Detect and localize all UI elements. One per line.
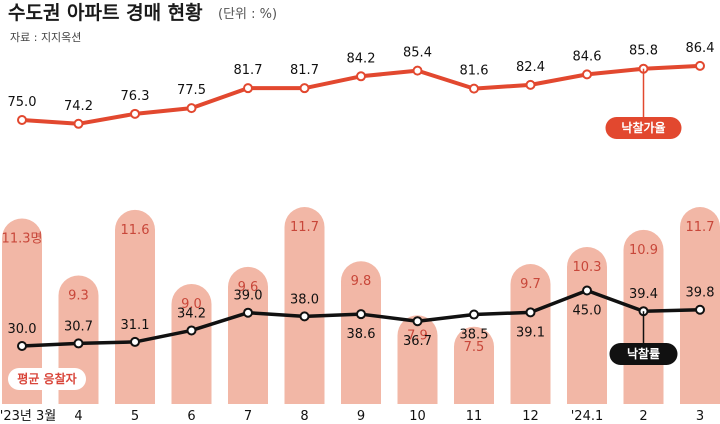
sale-price-point [695, 60, 705, 71]
x-tick-label: 7 [244, 409, 252, 424]
bid-bar-base [454, 350, 494, 404]
bid-bar-label: 11.7 [290, 220, 319, 235]
sale-price-point [186, 103, 197, 114]
sale-rate-label: 34.2 [177, 306, 206, 321]
sale-rate-label: 30.7 [64, 319, 93, 334]
sale-price-point [299, 83, 310, 94]
sale-rate-series: 30.0 30.7 31.1 34.2 39.0 38.0 38.6 36.7 38.5 39.1… [8, 285, 715, 351]
bid-bar-base [341, 285, 381, 404]
sale-price-point [243, 83, 253, 94]
chart-unit: (단위 : %) [218, 7, 277, 22]
sale-price-tag-label: 낙찰가율 [621, 120, 665, 135]
sale-rate-label: 39.1 [516, 325, 545, 340]
x-axis: '23년 3월 4 5 6 7 8 9 10 11 12 '24.1 2 3 [0, 409, 704, 424]
sale-price-label: 84.2 [347, 51, 376, 66]
sale-price-point [469, 83, 479, 94]
bid-bar-label: 11.7 [686, 220, 715, 235]
bid-bar-label: 9.3 [68, 288, 89, 303]
chart-source: 자료 : 지지옥션 [10, 31, 81, 44]
sale-price-label: 76.3 [121, 89, 150, 104]
sale-price-point [17, 115, 27, 125]
sale-rate-tag-label: 낙찰률 [627, 346, 660, 361]
sale-price-label: 86.4 [686, 41, 715, 56]
x-tick-label: 9 [357, 409, 365, 424]
bid-bar-base [171, 308, 212, 404]
sale-price-point [412, 65, 423, 76]
x-tick-label: 12 [522, 409, 539, 424]
chart-title: 수도권 아파트 경매 현황 [8, 1, 203, 24]
sale-rate-point [356, 309, 366, 320]
sale-rate-label: 39.8 [686, 286, 715, 301]
sale-rate-label: 38.0 [290, 292, 319, 307]
sale-rate-label: 38.6 [347, 327, 376, 342]
bid-bar-label: 10.3 [573, 260, 602, 275]
sale-rate-tag [609, 343, 678, 365]
bid-bar-label: 9.6 [238, 280, 259, 295]
x-tick-label: 8 [300, 409, 308, 424]
bid-bar-label: 11.3명 [2, 231, 43, 246]
sale-price-label: 81.7 [234, 63, 263, 78]
sale-price-point [582, 69, 592, 80]
bid-tag-label: 평균 응찰자 [17, 371, 76, 386]
sale-price-tag [605, 117, 682, 139]
sale-price-label: 84.6 [573, 49, 602, 64]
sale-rate-point [186, 325, 197, 336]
sale-rate-point [73, 338, 84, 349]
bid-bar-label: 9.8 [351, 274, 372, 289]
sale-rate-point [469, 309, 479, 320]
sale-rate-label: 30.0 [8, 322, 37, 337]
sale-price-point [356, 71, 366, 82]
sale-rate-point [525, 307, 536, 318]
sale-rate-label: 31.1 [121, 318, 150, 333]
sale-price-label: 74.2 [64, 99, 93, 114]
x-tick-label: 11 [466, 409, 483, 424]
bid-bars [2, 207, 720, 404]
x-tick-label: 5 [131, 409, 139, 424]
sale-rate-point [243, 307, 253, 318]
bid-bar-base [115, 233, 155, 404]
sale-price-label: 82.4 [516, 60, 545, 75]
sale-price-label: 81.7 [290, 63, 319, 78]
sale-price-point [130, 108, 140, 119]
bid-bar-label: 11.6 [121, 223, 150, 238]
bid-tag [8, 368, 86, 390]
sale-price-point [525, 79, 536, 90]
sale-price-label: 85.8 [629, 44, 658, 59]
bid-bar-labels: 11.3명 9.3 11.6 9.0 9.6 11.7 9.8 7.9 7.5 9.7 10.3 10… [2, 220, 715, 355]
bid-bar-label: 9.7 [520, 277, 541, 292]
sale-rate-point [582, 285, 592, 296]
bid-bar-label: 7.5 [464, 340, 485, 355]
bid-bar-base [397, 339, 438, 404]
sale-rate-point [299, 311, 310, 322]
x-tick-label: 6 [187, 409, 195, 424]
sale-rate-point [130, 336, 140, 347]
sale-rate-label: 36.7 [403, 334, 432, 349]
x-tick-label: 2 [639, 409, 647, 424]
sale-rate-point [412, 316, 423, 327]
sale-price-label: 85.4 [403, 46, 432, 61]
sale-price-point [73, 118, 84, 129]
sale-price-label: 77.5 [177, 83, 206, 98]
bid-bar-label: 9.0 [181, 297, 202, 312]
bid-bar-label: 10.9 [629, 243, 658, 258]
sale-rate-point [17, 341, 27, 351]
sale-price-series: 75.0 74.2 76.3 77.5 81.7 81.7 84.2 85.4 81.6 82.4… [8, 41, 715, 129]
x-tick-label: 10 [409, 409, 426, 424]
bid-bar-label: 7.9 [407, 328, 428, 343]
x-tick-label: '23년 3월 [0, 409, 56, 424]
bid-bar-base [680, 231, 720, 404]
sale-rate-label: 45.0 [573, 304, 602, 319]
sale-rate-label: 39.0 [234, 289, 263, 304]
sale-rate-label: 38.5 [460, 328, 489, 343]
x-tick-label: '24.1 [571, 409, 604, 424]
x-tick-label: 4 [74, 409, 82, 424]
sale-rate-point [695, 304, 705, 315]
sale-rate-label: 39.4 [629, 287, 658, 302]
x-tick-label: 3 [696, 409, 704, 424]
sale-price-label: 81.6 [460, 64, 489, 79]
sale-price-label: 75.0 [8, 95, 37, 110]
